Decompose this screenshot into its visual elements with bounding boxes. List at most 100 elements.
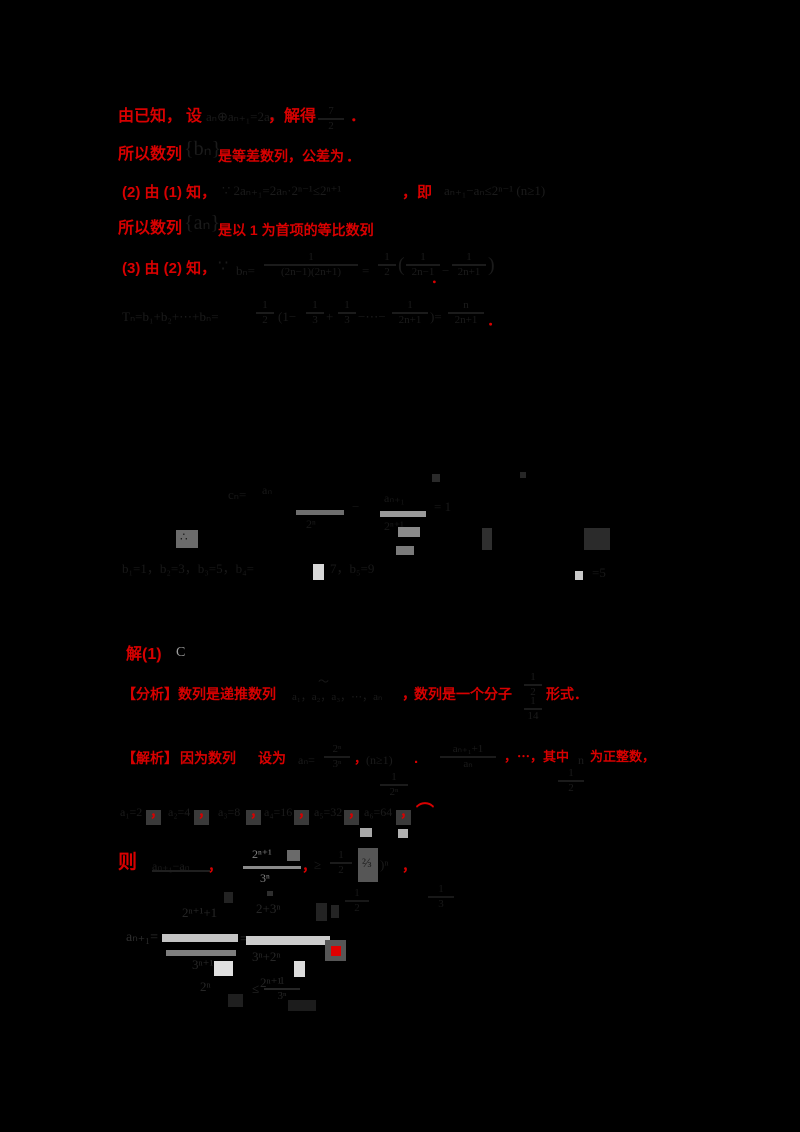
fraction-denominator: 3ⁿ [332, 758, 342, 770]
handwriting-fragment: 3ⁿ+2ⁿ [252, 949, 281, 964]
fraction-bar [428, 896, 454, 898]
fraction-numerator: 1 [308, 251, 314, 263]
stroke-mark [398, 829, 408, 838]
math-fragment: ～ [318, 676, 329, 688]
math-fragment: aₙ₊₁−aₙ≤2ⁿ⁻¹ (n≥1) [444, 183, 546, 198]
fraction-numerator: 1 [568, 767, 574, 779]
fraction: 1 2n−1 [406, 252, 440, 278]
fraction-denominator: 2 [568, 782, 574, 794]
fraction-denominator: 2n+1 [457, 266, 481, 278]
stroke-mark [396, 546, 414, 555]
math-fragment: + [326, 309, 334, 324]
math-fragment: Tₙ=b₁+b₂+⋯+bₙ= [122, 309, 219, 324]
red-text: 数列是一个分子 [414, 686, 512, 702]
red-text: ， [348, 804, 362, 820]
math-fragment: )= [430, 309, 442, 324]
stroke-mark [267, 891, 273, 896]
red-text: ， [354, 751, 368, 766]
fraction-numerator: 1 [262, 299, 268, 311]
stroke-mark [152, 870, 210, 872]
math-fragment: {bₙ} [184, 138, 222, 160]
fraction-numerator: 1 [279, 975, 285, 987]
red-text: 所以数列 [118, 146, 183, 163]
stroke-mark [520, 472, 526, 478]
math-fragment: a₄=16 [264, 805, 293, 819]
red-text: ， [402, 858, 416, 874]
fraction-bar [296, 510, 344, 515]
fraction-numerator: 1 [466, 251, 472, 263]
fraction-bar [264, 988, 300, 990]
math-fragment: a₂=4 [168, 805, 191, 819]
red-text: ， [150, 804, 164, 820]
red-text: 解(1) [126, 646, 162, 663]
fraction-numerator: 1 [344, 299, 350, 311]
red-text: ． [362, 222, 376, 238]
fraction-denominator: (2n−1)(2n+1) [280, 266, 342, 278]
math-fragment: ⅔ [362, 855, 372, 870]
math-fragment: = 1 [434, 499, 452, 514]
math-fragment: )ⁿ [380, 857, 389, 872]
fraction-numerator: 1 [384, 251, 390, 263]
fraction-bar [524, 708, 542, 710]
handwriting-fragment: 2ⁿ⁺¹+1 [182, 905, 218, 920]
math-fragment: a₃=8 [218, 805, 241, 819]
fraction-denominator: 2 [262, 314, 268, 326]
math-fragment: =5 [592, 565, 606, 580]
fraction: 1 2ⁿ [380, 772, 408, 798]
fraction-bar [452, 264, 486, 266]
math-fragment: bₙ= [236, 263, 256, 278]
math-fragment: {aₙ} [184, 212, 221, 234]
fraction-numerator: 7 [328, 105, 334, 117]
fraction-bar [345, 900, 369, 902]
fraction-numerator: 2ⁿ [332, 743, 342, 755]
math-fragment: ) [488, 254, 495, 276]
math-fragment: −⋯− [358, 309, 386, 324]
red-marker [331, 946, 341, 956]
fraction-bar [378, 264, 396, 266]
fraction-bar [330, 862, 352, 864]
stroke-mark [432, 474, 440, 482]
red-text: ， [250, 804, 264, 820]
highlight-patch [396, 810, 411, 825]
fraction-numerator: 1 [312, 299, 318, 311]
red-text: ，解得 [268, 108, 317, 125]
fraction-denominator: 2 [384, 266, 390, 278]
fraction-bar [162, 934, 238, 942]
stroke-mark [575, 571, 583, 580]
red-text: ⌒ [416, 802, 434, 822]
fraction-denominator: 3ⁿ [277, 990, 287, 1002]
math-fragment: aₙ [262, 483, 273, 497]
fraction: 1 2n+1 [392, 300, 428, 326]
red-text: ． [350, 108, 367, 125]
stroke-mark [228, 994, 243, 1007]
fraction: 1 14 [524, 696, 542, 722]
math-fragment: aₙ= [298, 753, 315, 767]
handwriting-fragment: 2+3ⁿ [256, 901, 281, 916]
fraction-bar [324, 756, 350, 758]
fraction-denominator: 2 [354, 902, 360, 914]
red-text: ， [198, 804, 212, 820]
fraction-bar [243, 866, 301, 869]
fraction-denominator: 3 [344, 314, 350, 326]
math-fragment: ∴ [180, 530, 188, 544]
fraction-bar [166, 950, 236, 956]
math-fragment: ≥ [314, 857, 322, 872]
math-fragment: (1− [278, 309, 297, 324]
red-text: 设为 [258, 750, 286, 766]
fraction-denominator: 2 [530, 686, 536, 698]
red-text: (3) 由 (2) 知， [122, 260, 217, 277]
red-text: ， [400, 804, 414, 820]
stroke-mark [214, 961, 233, 976]
red-text: (2) 由 (1) 知， [122, 184, 217, 201]
fraction-denominator: 2 [328, 120, 334, 132]
stroke-mark [584, 528, 610, 550]
fraction-bar [318, 118, 344, 120]
fraction-bar [306, 312, 324, 314]
